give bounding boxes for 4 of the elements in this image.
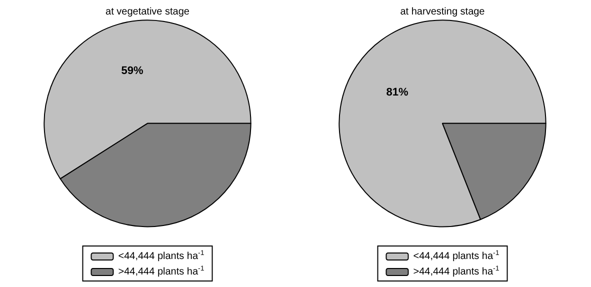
data-label: 81%: [386, 86, 409, 99]
chart-title: at vegetative stage: [106, 6, 190, 18]
data-label: 59%: [121, 64, 144, 77]
chart-title: at harvesting stage: [400, 6, 486, 18]
